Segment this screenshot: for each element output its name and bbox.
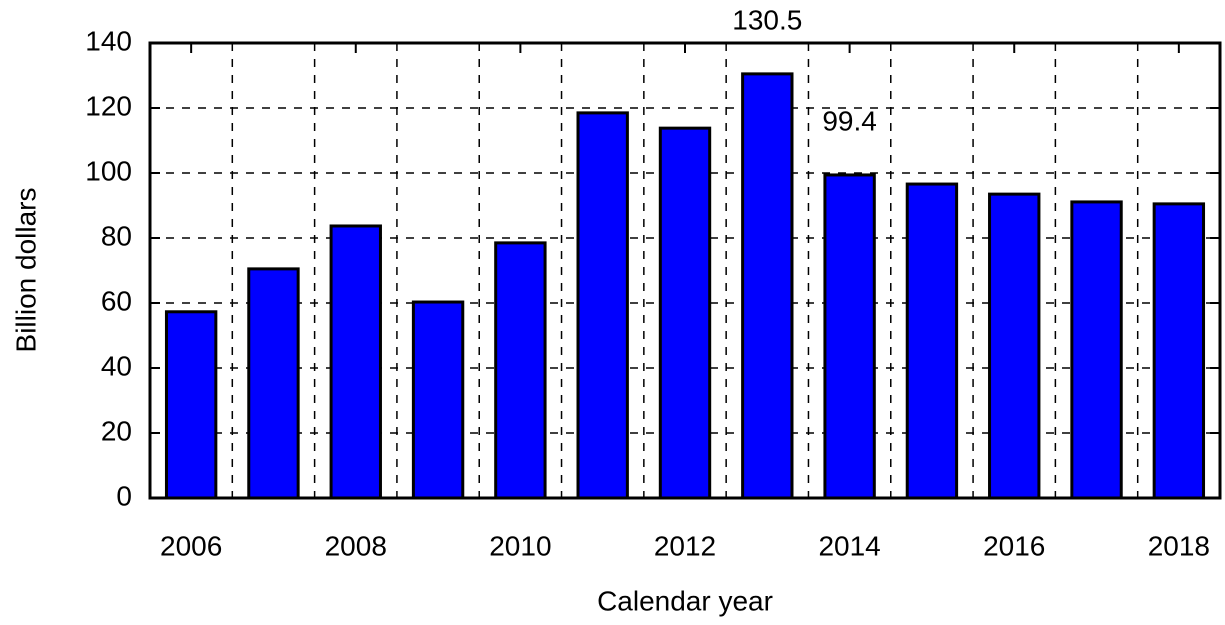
bar <box>741 72 794 500</box>
y-tick-label: 80 <box>101 220 132 251</box>
value-label: 130.5 <box>732 4 802 35</box>
y-tick-label: 60 <box>101 285 132 316</box>
y-tick-label: 0 <box>116 480 132 511</box>
value-label: 99.4 <box>822 105 877 136</box>
x-tick-label: 2008 <box>325 530 387 561</box>
x-tick-label: 2010 <box>489 530 551 561</box>
x-tick-label: 2006 <box>160 530 222 561</box>
bar <box>1070 200 1123 500</box>
bar <box>411 300 465 500</box>
bar <box>494 241 547 500</box>
bar <box>658 126 712 500</box>
y-tick-label: 20 <box>101 415 132 446</box>
x-axis-title: Calendar year <box>597 585 773 616</box>
y-tick-label: 40 <box>101 350 132 381</box>
bar <box>247 267 300 500</box>
x-tick-label: 2014 <box>818 530 880 561</box>
x-tick-label: 2012 <box>654 530 716 561</box>
y-tick-label: 120 <box>85 90 132 121</box>
bar <box>988 192 1041 500</box>
bar <box>329 224 382 500</box>
y-axis-title: Billion dollars <box>10 188 41 353</box>
y-tick-label: 100 <box>85 155 132 186</box>
bar <box>1152 202 1206 500</box>
bar <box>164 310 218 500</box>
plot-frame <box>148 41 1222 500</box>
bar <box>576 111 629 500</box>
x-tick-label: 2018 <box>1148 530 1210 561</box>
y-tick-label: 140 <box>85 25 132 56</box>
bar <box>905 182 959 500</box>
bar <box>823 173 876 500</box>
x-tick-label: 2016 <box>983 530 1045 561</box>
